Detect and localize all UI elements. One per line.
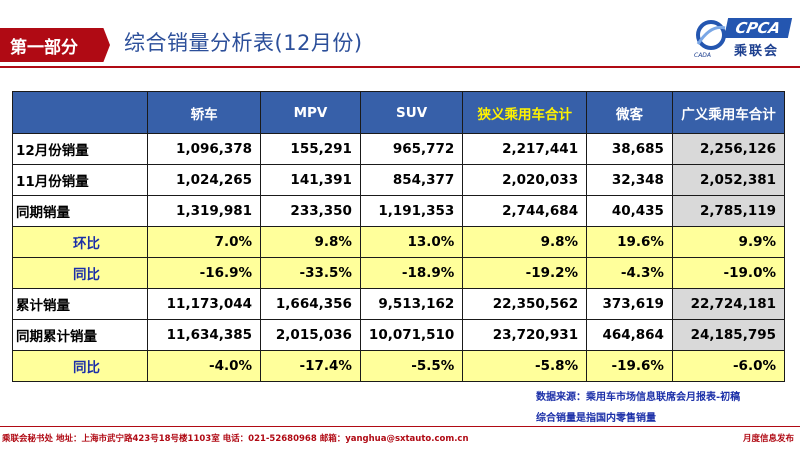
data-source-note: 数据来源：乘用车市场信息联席会月报表-初稿 xyxy=(536,392,741,403)
table-cell: 155,291 xyxy=(260,133,361,165)
table-cell: 19.6% xyxy=(586,226,673,258)
row-label: 12月份销量 xyxy=(11,133,149,165)
table-row: 同期销量 1,319,981 233,350 1,191,353 2,744,6… xyxy=(11,195,786,227)
table-cell: 2,744,684 xyxy=(462,195,588,227)
table-cell: 233,350 xyxy=(260,195,361,227)
logo-sub: CADA xyxy=(694,52,712,59)
row-label: 11月份销量 xyxy=(11,164,149,196)
table-cell: 141,391 xyxy=(260,164,361,196)
column-header xyxy=(11,91,149,134)
table-cell: 2,785,119 xyxy=(671,195,786,227)
table-row: 11月份销量 1,024,265 141,391 854,377 2,020,0… xyxy=(11,164,786,196)
row-label: 同比 xyxy=(11,350,149,382)
table-cell: 2,217,441 xyxy=(462,133,588,165)
table-cell: 9.8% xyxy=(462,226,588,258)
table-cell: -33.5% xyxy=(260,257,361,289)
table-cell: 1,096,378 xyxy=(147,133,262,165)
table-cell: 965,772 xyxy=(359,133,464,165)
column-header: SUV xyxy=(359,91,464,134)
column-header: 狭义乘用车合计 xyxy=(462,91,588,134)
table-cell: 1,191,353 xyxy=(359,195,464,227)
table-cell: 9.9% xyxy=(671,226,786,258)
table-cell: 2,256,126 xyxy=(671,133,786,165)
cpca-logo: CPCA 乘联会 CADA xyxy=(690,18,794,60)
table-cell: -5.8% xyxy=(462,350,588,382)
table-row: 环比 7.0% 9.8% 13.0% 9.8% 19.6% 9.9% xyxy=(11,226,786,258)
table-cell: -16.9% xyxy=(147,257,262,289)
scope-note: 综合销量是指国内零售销量 xyxy=(536,413,656,424)
table-row: 12月份销量 1,096,378 155,291 965,772 2,217,4… xyxy=(11,133,786,165)
table-cell: 1,319,981 xyxy=(147,195,262,227)
footer-release: 月度信息发布 xyxy=(742,434,794,444)
row-label: 同期累计销量 xyxy=(11,319,149,351)
sales-table: 轿车 MPV SUV 狭义乘用车合计 微客 广义乘用车合计 12月份销量 1,0… xyxy=(11,91,786,382)
table-header-row: 轿车 MPV SUV 狭义乘用车合计 微客 广义乘用车合计 xyxy=(11,91,786,134)
table-cell: 9.8% xyxy=(260,226,361,258)
section-tab: 第一部分 xyxy=(0,28,110,62)
section-label: 第一部分 xyxy=(10,37,78,58)
logo-name: 乘联会 xyxy=(734,44,780,59)
table-cell: 854,377 xyxy=(359,164,464,196)
column-header: 轿车 xyxy=(147,91,262,134)
table-cell: 11,173,044 xyxy=(147,288,262,320)
table-cell: 11,634,385 xyxy=(147,319,262,351)
table-cell: -4.0% xyxy=(147,350,262,382)
table-cell: 7.0% xyxy=(147,226,262,258)
table-cell: 22,724,181 xyxy=(671,288,786,320)
table-row: 累计销量 11,173,044 1,664,356 9,513,162 22,3… xyxy=(11,288,786,320)
table-cell: -19.2% xyxy=(462,257,588,289)
table-cell: 1,024,265 xyxy=(147,164,262,196)
row-label: 同期销量 xyxy=(11,195,149,227)
column-header: MPV xyxy=(260,91,361,134)
table-cell: 373,619 xyxy=(586,288,673,320)
table-row: 同比 -16.9% -33.5% -18.9% -19.2% -4.3% -19… xyxy=(11,257,786,289)
table-cell: -17.4% xyxy=(260,350,361,382)
column-header: 微客 xyxy=(586,91,673,134)
table-cell: 10,071,510 xyxy=(359,319,464,351)
table-cell: 1,664,356 xyxy=(260,288,361,320)
table-cell: -4.3% xyxy=(586,257,673,289)
table-cell: 32,348 xyxy=(586,164,673,196)
table-cell: 38,685 xyxy=(586,133,673,165)
table-cell: -6.0% xyxy=(671,350,786,382)
logo-brand: CPCA xyxy=(723,18,793,38)
row-label: 环比 xyxy=(11,226,149,258)
table-cell: 9,513,162 xyxy=(359,288,464,320)
table-cell: -18.9% xyxy=(359,257,464,289)
table-cell: 40,435 xyxy=(586,195,673,227)
table-cell: 2,020,033 xyxy=(462,164,588,196)
header-divider xyxy=(0,66,800,68)
table-cell: 13.0% xyxy=(359,226,464,258)
table-cell: -5.5% xyxy=(359,350,464,382)
table-cell: 24,185,795 xyxy=(671,319,786,351)
table-row: 同比 -4.0% -17.4% -5.5% -5.8% -19.6% -6.0% xyxy=(11,350,786,382)
table-cell: 464,864 xyxy=(586,319,673,351)
column-header: 广义乘用车合计 xyxy=(671,91,786,134)
table-row: 同期累计销量 11,634,385 2,015,036 10,071,510 2… xyxy=(11,319,786,351)
logo-swoosh-icon xyxy=(696,20,726,50)
row-label: 同比 xyxy=(11,257,149,289)
table-cell: 2,052,381 xyxy=(671,164,786,196)
table-cell: -19.0% xyxy=(671,257,786,289)
page-title: 综合销量分析表(12月份) xyxy=(124,31,363,55)
footer-contact: 乘联会秘书处 地址：上海市武宁路423号18号楼1103室 电话：021-526… xyxy=(2,434,469,444)
table-cell: 23,720,931 xyxy=(462,319,588,351)
table-cell: 2,015,036 xyxy=(260,319,361,351)
row-label: 累计销量 xyxy=(11,288,149,320)
footer-divider xyxy=(0,426,800,427)
table-cell: 22,350,562 xyxy=(462,288,588,320)
table-cell: -19.6% xyxy=(586,350,673,382)
